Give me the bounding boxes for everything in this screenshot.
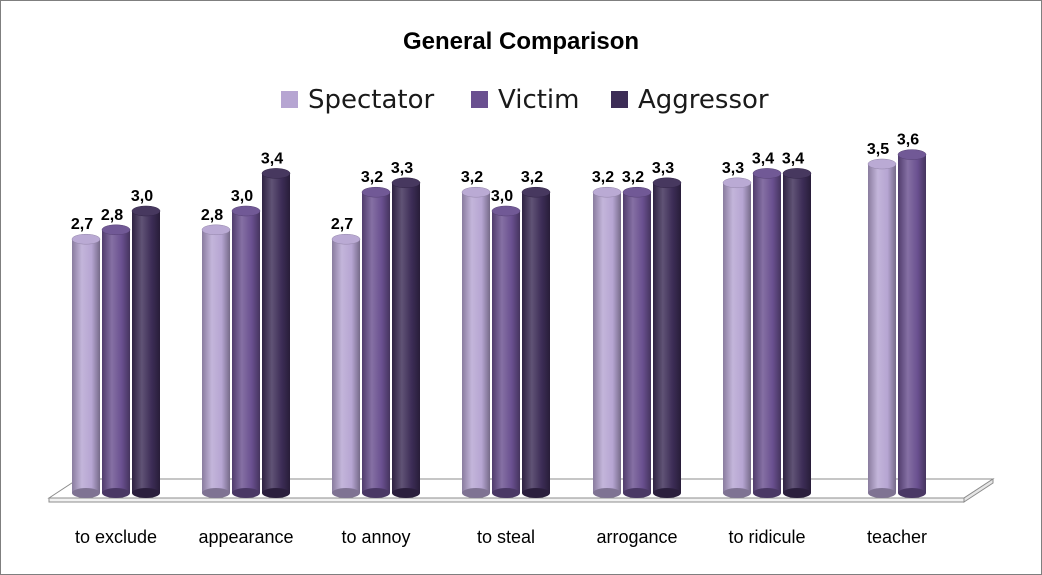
- chart-floor: [47, 478, 995, 503]
- value-label: 3,3: [722, 160, 744, 177]
- category-labels: to exclude appearance to annoy to steal arro…: [75, 527, 927, 547]
- bar-aggressor-to-exclude: [131, 205, 161, 498]
- value-label: 3,0: [131, 188, 153, 205]
- category-label: teacher: [867, 527, 927, 547]
- bar-spectator-teacher: [867, 158, 897, 498]
- value-label: 2,8: [201, 207, 223, 224]
- bar-victim-to-exclude: [101, 224, 131, 498]
- category-label: arrogance: [596, 527, 677, 547]
- bar-aggressor-to-ridicule: [782, 168, 812, 498]
- value-label: 3,3: [391, 160, 413, 177]
- value-label: 3,5: [867, 141, 889, 158]
- legend-swatch-spectator: [281, 91, 298, 108]
- value-label: 3,0: [231, 188, 253, 205]
- value-label: 3,3: [652, 160, 674, 177]
- category-label: appearance: [198, 527, 293, 547]
- category-label: to exclude: [75, 527, 157, 547]
- value-labels: 2,7 2,8 3,0 2,8 3,0 3,4 2,7 3,2 3,3 3,2 3,0 3,2 3,2 3…: [71, 132, 919, 234]
- bar-spectator-to-exclude: [71, 233, 101, 498]
- value-label: 3,2: [521, 169, 543, 186]
- bars: [71, 149, 927, 498]
- value-label: 3,4: [752, 150, 774, 167]
- bar-aggressor-to-steal: [521, 186, 551, 498]
- bar-victim-to-annoy: [361, 186, 391, 498]
- bar-victim-arrogance: [622, 186, 652, 498]
- value-label: 2,7: [331, 216, 353, 233]
- category-label: to ridicule: [728, 527, 805, 547]
- legend-label-victim: Victim: [498, 85, 579, 115]
- bar-aggressor-appearance: [261, 168, 291, 498]
- value-label: 3,2: [461, 169, 483, 186]
- legend-swatch-victim: [471, 91, 488, 108]
- value-label: 2,8: [101, 207, 123, 224]
- bar-spectator-to-steal: [461, 186, 491, 498]
- bar-spectator-to-annoy: [331, 233, 361, 498]
- value-label: 3,4: [261, 150, 283, 167]
- chart-title: General Comparison: [403, 28, 639, 55]
- legend-swatch-aggressor: [611, 91, 628, 108]
- category-label: to annoy: [341, 527, 410, 547]
- value-label: 3,0: [491, 188, 513, 205]
- bar-spectator-appearance: [201, 224, 231, 498]
- bar-victim-to-ridicule: [752, 168, 782, 498]
- bar-aggressor-to-annoy: [391, 177, 421, 498]
- legend-label-aggressor: Aggressor: [638, 85, 769, 115]
- legend-label-spectator: Spectator: [308, 85, 435, 115]
- value-label: 2,7: [71, 216, 93, 233]
- value-label: 3,2: [622, 169, 644, 186]
- value-label: 3,2: [361, 169, 383, 186]
- bar-victim-teacher: [897, 149, 927, 498]
- category-label: to steal: [477, 527, 535, 547]
- floor-top: [47, 478, 995, 499]
- bar-aggressor-arrogance: [652, 177, 682, 498]
- legend: Spectator Victim Aggressor: [281, 85, 769, 115]
- bar-victim-appearance: [231, 205, 261, 498]
- value-label: 3,2: [592, 169, 614, 186]
- floor-side: [963, 478, 994, 503]
- bar-spectator-to-ridicule: [722, 177, 752, 498]
- bar-spectator-arrogance: [592, 186, 622, 498]
- bar-victim-to-steal: [491, 205, 521, 498]
- floor-front: [48, 497, 965, 503]
- value-label: 3,6: [897, 132, 919, 149]
- value-label: 3,4: [782, 150, 804, 167]
